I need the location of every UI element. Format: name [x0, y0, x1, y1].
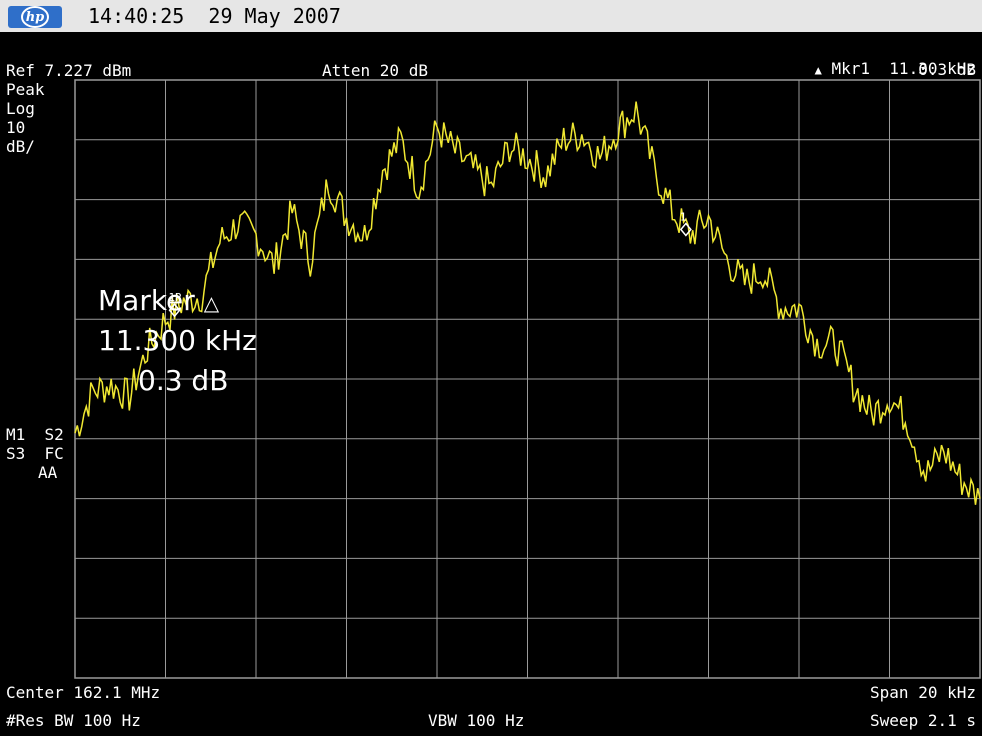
marker-box-delta-amp: 0.3 dB [138, 364, 229, 397]
scale-value-label: 10 [6, 118, 26, 137]
resolution-bandwidth: #Res BW 100 Hz [6, 711, 141, 730]
delta-icon: △ [203, 291, 220, 315]
marker-readout-freq: 11.30 kHz [889, 59, 976, 78]
marker-readout-label: Mkr1 [831, 59, 871, 78]
title-bar: hp 14:40:25 29 May 2007 [0, 0, 982, 32]
scale-type-label: Log [6, 99, 35, 118]
detector-label: Peak [6, 80, 45, 99]
marker-label: 1 [680, 211, 687, 224]
marker-diamond-icon [679, 222, 692, 237]
date-text: 29 May 2007 [208, 4, 341, 28]
marker-diamond-icon [168, 303, 181, 318]
marker-box-title: Marker △ [98, 284, 219, 320]
hp-logo: hp [8, 6, 62, 28]
graticule [74, 79, 981, 679]
ref-level: Ref 7.227 dBm [6, 61, 132, 80]
status-line-3: AA [38, 463, 58, 482]
video-bandwidth: VBW 100 Hz [428, 711, 525, 730]
delta-triangle-icon: ▲ [814, 63, 822, 77]
timestamp: 14:40:25 29 May 2007 [88, 4, 341, 28]
status-line-1: M1 S2 [6, 425, 64, 444]
center-frequency: Center 162.1 MHz [6, 683, 161, 702]
marker-box-title-text: Marker [98, 284, 195, 317]
marker-readout-amp: 0.3 dB [918, 60, 976, 79]
marker-box-delta-freq: 11.300 kHz [98, 324, 257, 357]
marker-layer: 1R 1 [168, 211, 692, 318]
spectrum-trace [74, 101, 981, 505]
time-text: 14:40:25 [88, 4, 185, 28]
sweep-time: Sweep 2.1 s [870, 711, 976, 730]
marker-label: 1R [169, 291, 183, 304]
status-line-2: S3 FC [6, 444, 64, 463]
scale-unit-label: dB/ [6, 137, 35, 156]
marker-readout-freq-line: ▲ Mkr1 11.30 kHz [795, 42, 976, 79]
attenuation: Atten 20 dB [322, 61, 428, 80]
span: Span 20 kHz [870, 683, 976, 702]
